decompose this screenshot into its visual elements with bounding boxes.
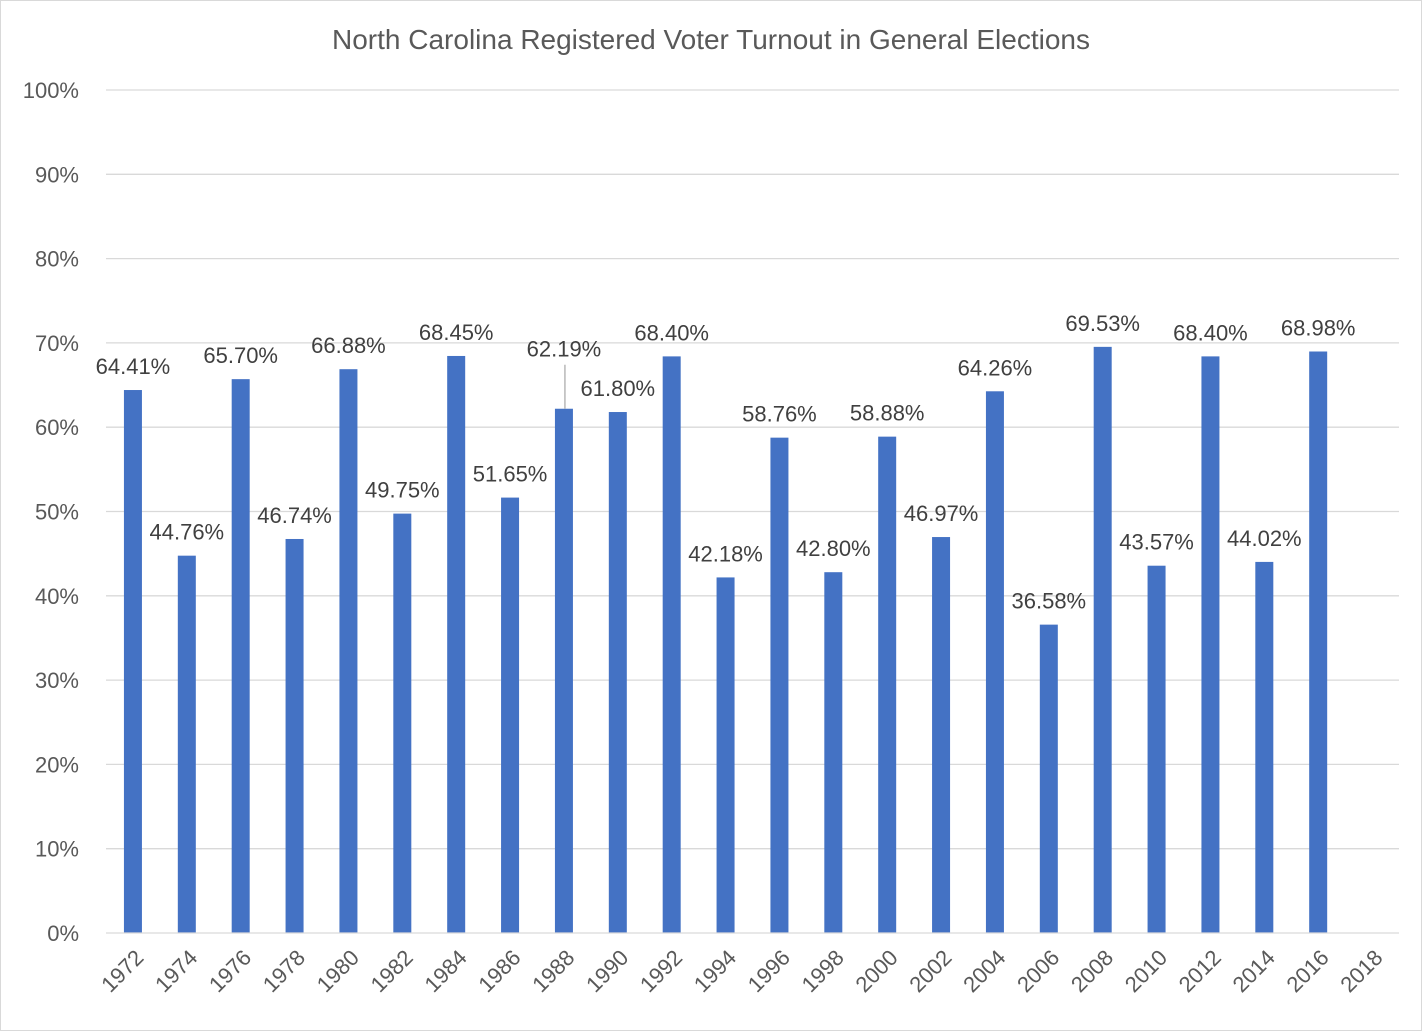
bar-1972 [123, 390, 142, 934]
bar-1986 [501, 497, 520, 933]
bar-2008 [1093, 346, 1112, 934]
bar-1994 [716, 577, 735, 933]
x-axis-tick-labels: 1972 1974 1976 1978 1980 1982 1984 1986 1988 1990… [96, 945, 1387, 997]
data-label-2012: 68.40% [1173, 320, 1248, 345]
x-tick-label-2018: 2018 [1335, 945, 1387, 997]
x-tick-label-2010: 2010 [1120, 945, 1172, 997]
x-tick-label-2008: 2008 [1066, 945, 1118, 997]
y-tick-label: 100% [23, 78, 79, 103]
x-tick-label-1980: 1980 [312, 945, 364, 997]
x-tick-label-2002: 2002 [904, 945, 956, 997]
y-tick-label: 20% [35, 752, 79, 777]
data-label-1996: 58.76% [742, 402, 817, 427]
bar-1976 [231, 379, 250, 933]
x-tick-label-1986: 1986 [473, 945, 525, 997]
bar-1980 [339, 369, 358, 933]
x-tick-label-1976: 1976 [204, 945, 256, 997]
x-tick-label-1978: 1978 [258, 945, 310, 997]
chart-title: North Carolina Registered Voter Turnout … [332, 24, 1090, 55]
x-tick-label-1984: 1984 [419, 945, 471, 997]
data-label-1972: 64.41% [96, 354, 171, 379]
data-labels: 64.41% 44.76% 65.70% 46.74% 66.88% 49.75% 68.4… [96, 311, 1356, 614]
data-label-1974: 44.76% [150, 520, 225, 545]
bar-1982 [393, 513, 412, 933]
data-label-2006: 36.58% [1012, 589, 1087, 614]
y-tick-label: 90% [35, 162, 79, 187]
y-tick-label: 70% [35, 331, 79, 356]
bar-1990 [608, 412, 627, 933]
y-tick-label: 30% [35, 668, 79, 693]
x-tick-label-2014: 2014 [1228, 945, 1280, 997]
x-tick-label-2006: 2006 [1012, 945, 1064, 997]
data-label-1976: 65.70% [203, 343, 278, 368]
bar-2012 [1201, 356, 1220, 933]
y-tick-label: 40% [35, 584, 79, 609]
bars [123, 346, 1328, 934]
data-label-2014: 44.02% [1227, 526, 1302, 551]
x-tick-label-2004: 2004 [958, 945, 1010, 997]
bar-2010 [1147, 565, 1166, 933]
data-label-2004: 64.26% [958, 355, 1033, 380]
bar-2014 [1255, 561, 1274, 933]
y-tick-label: 50% [35, 500, 79, 525]
bar-1996 [770, 437, 789, 933]
bar-2016 [1309, 351, 1328, 933]
data-label-1978: 46.74% [257, 503, 332, 528]
data-label-1986: 51.65% [473, 462, 548, 487]
data-label-2000: 58.88% [850, 401, 925, 426]
bar-1988 [554, 408, 573, 934]
x-tick-label-2016: 2016 [1281, 945, 1333, 997]
data-label-1990: 61.80% [581, 376, 656, 401]
y-tick-label: 80% [35, 247, 79, 272]
data-label-1980: 66.88% [311, 333, 386, 358]
x-tick-label-1994: 1994 [689, 945, 741, 997]
x-tick-label-2000: 2000 [850, 945, 902, 997]
bar-1984 [447, 355, 466, 933]
x-tick-label-1988: 1988 [527, 945, 579, 997]
data-label-1988: 62.19% [527, 337, 602, 362]
bar-1992 [662, 356, 681, 933]
y-tick-label: 0% [47, 921, 79, 946]
data-label-2008: 69.53% [1065, 311, 1140, 336]
bar-2002 [932, 537, 951, 933]
bar-2004 [985, 391, 1004, 933]
x-tick-label-1972: 1972 [96, 945, 148, 997]
x-tick-label-1974: 1974 [150, 945, 202, 997]
y-tick-label: 10% [35, 837, 79, 862]
data-label-2016: 68.98% [1281, 315, 1356, 340]
data-label-1992: 68.40% [634, 320, 709, 345]
x-tick-label-1990: 1990 [581, 945, 633, 997]
x-tick-label-1982: 1982 [366, 945, 418, 997]
data-label-1984: 68.45% [419, 320, 494, 345]
data-label-2002: 46.97% [904, 501, 979, 526]
x-tick-label-2012: 2012 [1174, 945, 1226, 997]
x-tick-label-1992: 1992 [635, 945, 687, 997]
gridlines [106, 89, 1399, 850]
bar-1998 [824, 572, 843, 933]
bar-2006 [1039, 624, 1058, 933]
y-axis-tick-labels: 0% 10% 20% 30% 40% 50% 60% 70% 80% 90% 100% [23, 78, 79, 946]
data-label-2010: 43.57% [1119, 530, 1194, 555]
data-label-1998: 42.80% [796, 536, 871, 561]
x-tick-label-1996: 1996 [743, 945, 795, 997]
bar-2000 [878, 436, 897, 933]
bar-1978 [285, 538, 304, 933]
data-label-1994: 42.18% [688, 541, 763, 566]
bar-1974 [177, 555, 196, 933]
y-tick-label: 60% [35, 415, 79, 440]
x-tick-label-1998: 1998 [797, 945, 849, 997]
data-label-1982: 49.75% [365, 478, 440, 503]
